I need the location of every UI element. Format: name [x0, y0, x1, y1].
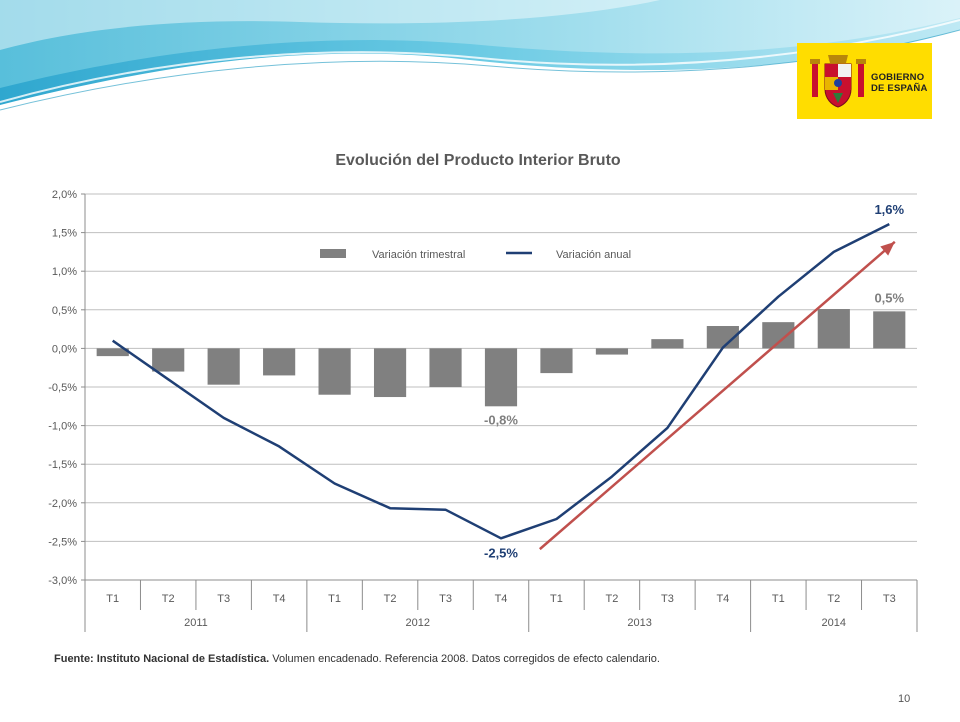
x-group-label: 2011 — [184, 617, 208, 629]
bar-series — [96, 309, 906, 407]
x-tick-label: T4 — [716, 593, 729, 605]
bar — [207, 348, 240, 385]
bar — [152, 348, 185, 372]
data-annotations: -0,8% 0,5% -2,5% 1,6% — [484, 202, 905, 560]
x-group-label: 2012 — [406, 617, 430, 629]
bar — [96, 348, 129, 357]
bar — [373, 348, 407, 398]
x-tick-label: T3 — [439, 593, 452, 605]
bar — [318, 348, 351, 395]
y-tick-label: -0,5% — [48, 382, 77, 394]
x-tick-label: T2 — [162, 593, 175, 605]
trend-arrow — [539, 240, 896, 551]
bar — [706, 326, 739, 349]
trend-arrow-line — [539, 240, 896, 551]
logo-line-1: GOBIERNO — [871, 72, 925, 83]
x-tick-label: T3 — [883, 593, 896, 605]
y-tick-label: -2,5% — [48, 536, 77, 548]
y-tick-label: 1,5% — [52, 228, 77, 240]
y-tick-label: 0,5% — [52, 305, 77, 317]
bar — [429, 348, 462, 387]
coat-of-arms-icon — [810, 55, 866, 108]
legend-bar-swatch — [320, 249, 346, 258]
bar — [817, 309, 850, 349]
x-tick-label: T1 — [772, 593, 785, 605]
logo-line-2: DE ESPAÑA — [871, 83, 928, 94]
bar — [484, 348, 518, 407]
legend-bar-label: Variación trimestral — [372, 249, 465, 261]
x-group-label: 2014 — [822, 617, 846, 629]
gobierno-de-espana-logo: GOBIERNO DE ESPAÑA — [797, 43, 932, 119]
y-tick-label: -1,5% — [48, 459, 77, 471]
logo-text: GOBIERNO DE ESPAÑA — [871, 72, 928, 94]
source-note: Fuente: Instituto Nacional de Estadístic… — [54, 653, 660, 665]
data-label: 0,5% — [874, 290, 904, 305]
y-tick-label: -3,0% — [48, 575, 77, 587]
bar — [540, 348, 573, 374]
y-tick-label: -1,0% — [48, 421, 77, 433]
x-tick-label: T1 — [550, 593, 563, 605]
legend-line-label: Variación anual — [556, 249, 631, 261]
data-label: -0,8% — [484, 412, 518, 427]
data-label: 1,6% — [874, 202, 904, 217]
x-tick-label: T4 — [273, 593, 286, 605]
bar — [595, 348, 629, 355]
data-label: -2,5% — [484, 545, 518, 560]
bar — [651, 339, 684, 349]
bar — [263, 348, 296, 376]
x-tick-label: T2 — [827, 593, 840, 605]
bar — [873, 311, 906, 349]
chart-title: Evolución del Producto Interior Bruto — [335, 152, 621, 169]
y-tick-label: 2,0% — [52, 189, 77, 201]
gdp-chart: Evolución del Producto Interior Bruto 2,… — [48, 152, 918, 632]
x-tick-label: T3 — [661, 593, 674, 605]
x-tick-label: T4 — [495, 593, 508, 605]
y-tick-label: -2,0% — [48, 498, 77, 510]
x-axis: T1 T2 T3 T4 T1 T2 T3 T4 T1 T2 T3 T4 T1 T2 T3 2011 2012 20… — [84, 579, 918, 632]
x-group-label: 2013 — [627, 617, 651, 629]
page-number: 10 — [898, 693, 911, 705]
y-tick-label: 1,0% — [52, 266, 77, 278]
x-tick-label: T2 — [384, 593, 397, 605]
legend: Variación trimestral Variación anual — [320, 249, 631, 261]
line-series — [111, 222, 890, 540]
y-axis-ticks: 2,0% 1,5% 1,0% 0,5% 0,0% -0,5% -1,0% -1,5% -2,0%… — [48, 189, 77, 587]
source-text: Volumen encadenado. Referencia 2008. Dat… — [272, 653, 660, 665]
x-tick-label: T1 — [328, 593, 341, 605]
y-tick-label: 0,0% — [52, 343, 77, 355]
x-tick-label: T2 — [606, 593, 619, 605]
x-tick-label: T1 — [106, 593, 119, 605]
source-label: Fuente: Instituto Nacional de Estadístic… — [54, 653, 270, 665]
x-tick-label: T3 — [217, 593, 230, 605]
bar — [762, 322, 795, 349]
trend-arrow-head — [880, 241, 895, 256]
